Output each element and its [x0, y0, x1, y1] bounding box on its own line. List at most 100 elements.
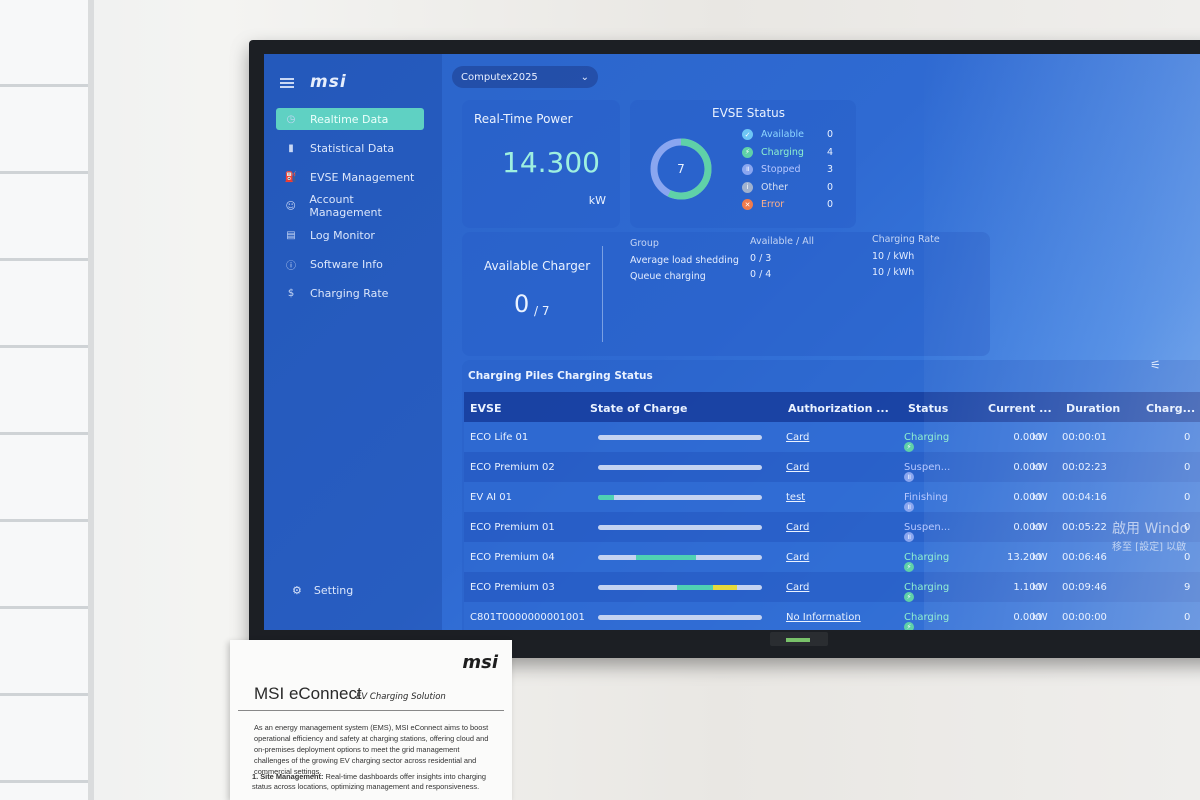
menu-icon[interactable] [280, 78, 294, 88]
sidebar-item-label: Realtime Data [310, 112, 389, 126]
brand-logo: msi [310, 72, 347, 92]
evse-status-legend: ✓ Available 0 ⚡ Charging 4 ॥ Stopped 3 i… [742, 126, 841, 214]
authorization-link[interactable]: Card [786, 552, 810, 563]
group-rate: 10 / kWh [872, 267, 915, 278]
table-row[interactable]: C801T0000000001001 No Information ⚡ Chargin… [464, 602, 1200, 630]
evse-status-title: EVSE Status [712, 106, 786, 120]
current-unit: kW [1032, 492, 1048, 503]
dollar-icon: $ [287, 287, 295, 299]
placard-divider [238, 710, 504, 711]
divider [602, 246, 603, 342]
monitor-screen: msi ◷ Realtime Data ▮ Statistical Data ⛽… [264, 54, 1200, 630]
state-of-charge-bar [598, 525, 762, 530]
column-header[interactable]: Status [908, 402, 949, 415]
sidebar-item-charging-rate[interactable]: $ Charging Rate [276, 282, 424, 304]
current-value: 0.000 [1013, 612, 1042, 623]
state-of-charge-bar [598, 435, 762, 440]
status-icon: ॥ [904, 472, 914, 482]
column-header[interactable]: Duration [1066, 402, 1121, 415]
info-icon: ⓘ [286, 260, 296, 272]
sidebar-item-label: Charging Rate [310, 286, 389, 300]
legend-count: 0 [827, 129, 834, 141]
evse-name: ECO Premium 01 [470, 522, 555, 533]
evse-name: C801T0000000001001 [470, 612, 585, 623]
check-icon: ✓ [742, 129, 753, 141]
sidebar-item-label: Statistical Data [310, 141, 395, 155]
duration-value: 00:06:46 [1062, 552, 1107, 563]
current-value: 0.000 [1013, 432, 1042, 443]
authorization-link[interactable]: Card [786, 462, 810, 473]
status-icon: ⚡ [904, 442, 914, 452]
available-charger-card: Available Charger 0 / 7 Group Available … [462, 232, 990, 356]
duration-value: 00:02:23 [1062, 462, 1107, 473]
column-header[interactable]: Authorization ... [788, 402, 889, 415]
sidebar-item-statistical-data[interactable]: ▮ Statistical Data [276, 137, 424, 159]
sidebar-item-evse-management[interactable]: ⛽ EVSE Management [276, 166, 424, 188]
duration-value: 00:05:22 [1062, 522, 1107, 533]
placard-list-item: 1. Site Management: Real-time dashboards… [252, 772, 492, 792]
column-header[interactable]: Current ... [988, 402, 1052, 415]
table-row[interactable]: ECO Premium 04 Card ⚡ Charging 13.200 kW 00:06… [464, 542, 1200, 572]
placard-body: As an energy management system (EMS), MS… [254, 723, 489, 776]
status-badge: ⚡ Charging [904, 582, 949, 602]
table-row[interactable]: ECO Premium 01 Card ॥ Suspen... 0.000 kW 00:05… [464, 512, 1200, 542]
column-header[interactable]: EVSE [470, 402, 502, 415]
table-row[interactable]: ECO Premium 02 Card ॥ Suspen... 0.000 kW 00:02… [464, 452, 1200, 482]
status-badge: ⚡ Charging [904, 612, 949, 630]
legend-label: Available [761, 129, 805, 141]
authorization-link[interactable]: Card [786, 582, 810, 593]
windows-activation-subtext: 移至 [設定] 以啟 [1112, 542, 1187, 553]
current-unit: kW [1032, 582, 1048, 593]
column-header[interactable]: State of Charge [590, 402, 688, 415]
realtime-power-value: 14.300 [502, 146, 600, 179]
status-label: Charging [904, 432, 950, 443]
sidebar-item-label: Software Info [310, 257, 383, 271]
legend-count: 0 [827, 181, 834, 193]
placard-list-text: Real-time dashboards offer insights into… [252, 772, 487, 791]
charge-value: 0 [1184, 552, 1191, 563]
table-row[interactable]: ECO Premium 03 Card ⚡ Charging 1.100 kW 00:09:… [464, 572, 1200, 602]
available-charger-count: 0 [514, 290, 530, 318]
group-header: Group [630, 238, 659, 249]
column-header[interactable]: Charg... [1146, 402, 1196, 415]
charge-value: 0 [1184, 432, 1191, 443]
status-label: Finishing [904, 492, 948, 503]
legend-label: Charging [761, 146, 804, 158]
sidebar-nav: ◷ Realtime Data ▮ Statistical Data ⛽ EVS… [276, 108, 424, 311]
setting-button[interactable]: ⚙ Setting [292, 584, 353, 597]
authorization-link[interactable]: Card [786, 522, 810, 533]
wall-edge [88, 0, 94, 800]
sidebar-item-account-management[interactable]: ☺ Account Management [276, 193, 424, 219]
current-unit: kW [1032, 612, 1048, 623]
authorization-link[interactable]: test [786, 492, 806, 503]
close-icon: ✕ [742, 199, 753, 211]
duration-value: 00:04:16 [1062, 492, 1107, 503]
available-charger-title: Available Charger [484, 259, 591, 273]
table-row[interactable]: ECO Life 01 Card ⚡ Charging 0.000 kW 00:00:01 0 [464, 422, 1200, 452]
charge-value: 0 [1184, 612, 1191, 623]
charge-value: 0 [1184, 462, 1191, 473]
charging-piles-table: Charging Piles Charging Status ⚟ EVSE St… [462, 358, 1200, 630]
current-unit: kW [1032, 432, 1048, 443]
sidebar-item-software-info[interactable]: ⓘ Software Info [276, 253, 424, 275]
realtime-power-unit: kW [588, 194, 606, 207]
sidebar-item-log-monitor[interactable]: ▤ Log Monitor [276, 224, 424, 246]
sidebar-item-realtime-data[interactable]: ◷ Realtime Data [276, 108, 424, 130]
evse-name: ECO Life 01 [470, 432, 529, 443]
state-of-charge-bar [598, 615, 762, 620]
group-name: Average load shedding [630, 255, 739, 266]
legend-label: Error [761, 199, 785, 211]
current-value: 0.000 [1013, 492, 1042, 503]
placard-list-title: 1. Site Management: [252, 772, 324, 781]
table-row[interactable]: EV AI 01 test ॥ Finishing 0.000 kW 00:04:16 0 [464, 482, 1200, 512]
power-led [786, 638, 810, 642]
status-badge: ॥ Finishing [904, 492, 948, 512]
authorization-link[interactable]: No Information [786, 612, 861, 623]
bar-chart-icon: ▮ [288, 142, 294, 154]
station-select[interactable]: Computex2025 ⌄ [452, 66, 598, 88]
authorization-link[interactable]: Card [786, 432, 810, 443]
legend-label: Stopped [761, 164, 801, 176]
filter-icon[interactable]: ⚟ [1150, 358, 1161, 372]
avail-header: Available / All [750, 236, 815, 247]
legend-count: 4 [827, 146, 834, 158]
